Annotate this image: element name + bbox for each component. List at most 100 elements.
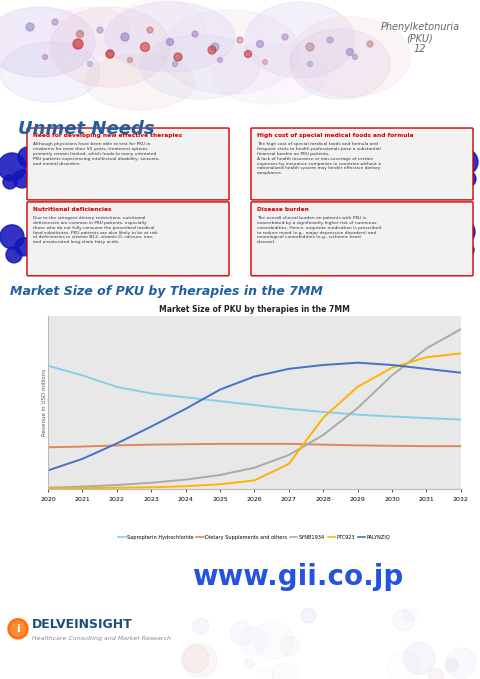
- Sapropterin Hydrochloride: [148, 389, 154, 397]
- Sapropterin Hydrochloride: [183, 393, 189, 401]
- Line: PTC923: PTC923: [48, 354, 461, 488]
- Ellipse shape: [115, 0, 205, 55]
- SYNB1934: [389, 371, 395, 380]
- Circle shape: [263, 60, 267, 65]
- Circle shape: [192, 31, 198, 37]
- Circle shape: [282, 34, 288, 40]
- Sapropterin Hydrochloride: [80, 371, 85, 380]
- Sapropterin Hydrochloride: [252, 401, 257, 409]
- Circle shape: [449, 219, 475, 245]
- PTC923: [183, 482, 189, 490]
- SYNB1934: [355, 404, 360, 412]
- Ellipse shape: [245, 2, 355, 78]
- SYNB1934: [148, 479, 154, 487]
- Sapropterin Hydrochloride: [355, 411, 360, 419]
- Circle shape: [0, 225, 24, 249]
- Text: The high cost of special medical foods and formula and
frequent visits to health: The high cost of special medical foods a…: [257, 142, 381, 175]
- PTC923: [80, 484, 85, 492]
- Line: SYNB1934: SYNB1934: [48, 329, 461, 488]
- PALYNZIQ: [355, 359, 360, 367]
- Sapropterin Hydrochloride: [217, 397, 223, 405]
- SYNB1934: [252, 464, 257, 472]
- PALYNZIQ: [458, 369, 464, 377]
- Text: i: i: [16, 624, 20, 634]
- Circle shape: [217, 58, 223, 62]
- Circle shape: [30, 156, 46, 172]
- Circle shape: [393, 610, 414, 631]
- Circle shape: [208, 46, 216, 54]
- FancyBboxPatch shape: [27, 128, 229, 200]
- FancyBboxPatch shape: [251, 202, 473, 276]
- PTC923: [458, 350, 464, 358]
- Circle shape: [458, 242, 474, 258]
- Text: Market Size of PKU by Therapies in the 7MM: Market Size of PKU by Therapies in the 7…: [10, 285, 323, 298]
- Legend: Sapropterin Hydrochloride, Dietary Supplements and others, SYNB1934, PTC923, PAL: Sapropterin Hydrochloride, Dietary Suppl…: [116, 533, 393, 542]
- Y-axis label: Revenue in USD millions: Revenue in USD millions: [42, 369, 47, 436]
- Circle shape: [308, 62, 312, 67]
- Text: High cost of special medical foods and formula: High cost of special medical foods and f…: [257, 133, 414, 138]
- Sapropterin Hydrochloride: [114, 383, 120, 391]
- Ellipse shape: [85, 54, 195, 110]
- SYNB1934: [114, 481, 120, 489]
- SYNB1934: [286, 451, 292, 459]
- Ellipse shape: [140, 35, 260, 99]
- Text: Nutritional deficiencies: Nutritional deficiencies: [33, 207, 111, 212]
- Circle shape: [452, 149, 478, 175]
- Circle shape: [6, 247, 22, 263]
- Title: Market Size of PKU by therapies in the 7MM: Market Size of PKU by therapies in the 7…: [159, 305, 350, 314]
- Ellipse shape: [290, 17, 410, 97]
- Circle shape: [428, 669, 444, 679]
- PTC923: [252, 477, 257, 485]
- Circle shape: [147, 27, 153, 33]
- Circle shape: [280, 636, 300, 656]
- PALYNZIQ: [80, 455, 85, 463]
- Dietary Supplements and others: [80, 443, 85, 451]
- Circle shape: [211, 43, 219, 51]
- Sapropterin Hydrochloride: [286, 405, 292, 413]
- Circle shape: [18, 147, 38, 167]
- Circle shape: [404, 642, 435, 674]
- PALYNZIQ: [45, 466, 51, 475]
- Dietary Supplements and others: [389, 442, 395, 450]
- Circle shape: [306, 43, 314, 51]
- Ellipse shape: [105, 2, 235, 72]
- Circle shape: [73, 39, 83, 49]
- Circle shape: [445, 659, 457, 672]
- Circle shape: [172, 62, 178, 67]
- Text: Disease burden: Disease burden: [257, 207, 309, 212]
- PTC923: [355, 383, 360, 391]
- Circle shape: [15, 238, 33, 256]
- Circle shape: [0, 153, 26, 181]
- Circle shape: [244, 50, 252, 58]
- Circle shape: [76, 31, 84, 37]
- Circle shape: [97, 27, 103, 33]
- PTC923: [45, 484, 51, 492]
- Circle shape: [402, 604, 419, 621]
- PALYNZIQ: [148, 422, 154, 430]
- PALYNZIQ: [252, 373, 257, 381]
- Ellipse shape: [160, 10, 300, 94]
- Circle shape: [460, 171, 476, 187]
- Line: Dietary Supplements and others: Dietary Supplements and others: [48, 444, 461, 447]
- PALYNZIQ: [183, 405, 189, 413]
- Text: (PKU): (PKU): [407, 33, 433, 43]
- PALYNZIQ: [423, 365, 429, 373]
- PTC923: [114, 483, 120, 492]
- Line: Sapropterin Hydrochloride: Sapropterin Hydrochloride: [48, 366, 461, 420]
- Circle shape: [192, 618, 209, 634]
- Ellipse shape: [290, 29, 390, 99]
- Text: Unmet Needs: Unmet Needs: [18, 120, 155, 138]
- Circle shape: [352, 54, 358, 60]
- Sapropterin Hydrochloride: [389, 412, 395, 420]
- PALYNZIQ: [320, 361, 326, 369]
- Dietary Supplements and others: [320, 441, 326, 449]
- FancyBboxPatch shape: [251, 128, 473, 200]
- Circle shape: [26, 23, 34, 31]
- SYNB1934: [423, 344, 429, 352]
- Circle shape: [121, 33, 129, 41]
- Circle shape: [446, 648, 477, 678]
- PALYNZIQ: [286, 365, 292, 373]
- PTC923: [423, 353, 429, 361]
- Circle shape: [272, 662, 299, 679]
- SYNB1934: [183, 475, 189, 483]
